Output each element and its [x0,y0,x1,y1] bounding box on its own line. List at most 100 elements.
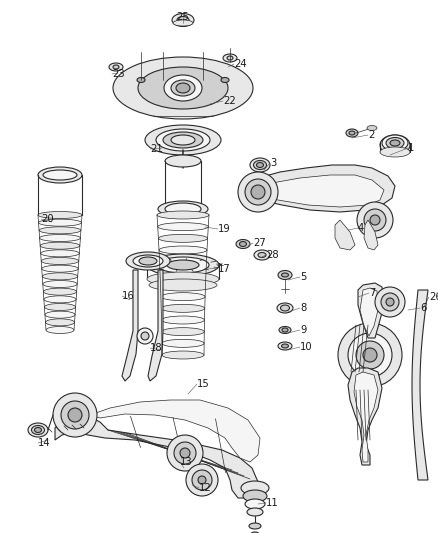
Polygon shape [240,165,395,212]
Ellipse shape [162,340,204,348]
Ellipse shape [156,129,210,151]
Ellipse shape [278,342,292,350]
Ellipse shape [249,523,261,529]
Ellipse shape [349,131,355,135]
Circle shape [364,209,386,231]
Ellipse shape [221,77,229,83]
Text: 13: 13 [180,457,193,467]
Ellipse shape [277,303,293,313]
Text: 17: 17 [218,264,231,274]
Ellipse shape [380,147,410,157]
Circle shape [192,470,212,490]
Ellipse shape [279,327,291,334]
Ellipse shape [243,490,267,502]
Ellipse shape [171,80,195,96]
Circle shape [386,298,394,306]
Ellipse shape [139,257,157,265]
Ellipse shape [165,203,201,215]
Circle shape [381,293,399,311]
Text: 10: 10 [300,342,313,352]
Ellipse shape [176,83,190,93]
Text: 24: 24 [234,59,247,69]
Ellipse shape [164,75,202,101]
Text: 2: 2 [368,130,374,140]
Circle shape [186,464,218,496]
Circle shape [180,448,190,458]
Ellipse shape [247,508,263,516]
Ellipse shape [42,273,78,280]
Ellipse shape [41,250,79,257]
Ellipse shape [158,223,208,231]
Polygon shape [252,175,384,207]
Text: 7: 7 [369,288,375,298]
Ellipse shape [162,351,204,359]
Polygon shape [358,283,384,338]
Ellipse shape [38,212,82,219]
Ellipse shape [39,235,81,241]
Polygon shape [55,414,258,498]
Ellipse shape [386,138,404,149]
Ellipse shape [278,271,292,279]
Circle shape [137,328,153,344]
Ellipse shape [282,328,288,332]
Ellipse shape [367,125,377,131]
Ellipse shape [251,532,259,533]
Polygon shape [360,288,378,336]
Circle shape [53,393,97,437]
Ellipse shape [171,135,195,145]
Ellipse shape [39,219,81,226]
Ellipse shape [46,327,74,334]
Polygon shape [354,372,378,462]
Ellipse shape [162,328,204,336]
Ellipse shape [41,257,79,264]
Text: 28: 28 [266,250,279,260]
Circle shape [198,476,206,484]
Ellipse shape [44,303,76,311]
Ellipse shape [159,246,207,254]
Polygon shape [335,220,355,250]
Ellipse shape [159,235,208,243]
Ellipse shape [173,20,193,26]
Ellipse shape [241,481,269,495]
Text: 12: 12 [199,483,212,493]
Polygon shape [90,400,260,462]
Ellipse shape [133,255,163,267]
Ellipse shape [149,279,217,291]
Ellipse shape [43,288,77,295]
Ellipse shape [280,305,290,311]
Ellipse shape [165,155,201,167]
Polygon shape [412,290,428,480]
Ellipse shape [163,132,203,148]
Text: 16: 16 [122,291,135,301]
Circle shape [141,332,149,340]
Circle shape [61,401,89,429]
Text: 25: 25 [177,12,189,22]
Ellipse shape [250,158,270,172]
Ellipse shape [38,167,82,183]
Text: 21: 21 [150,144,163,154]
Ellipse shape [39,227,81,234]
Ellipse shape [113,65,119,69]
Text: 22: 22 [223,96,236,106]
Ellipse shape [147,254,219,276]
Ellipse shape [254,250,270,260]
Text: 14: 14 [38,438,51,448]
Ellipse shape [157,211,209,219]
Circle shape [251,185,265,199]
Text: 23: 23 [112,69,125,79]
Circle shape [338,323,402,387]
Ellipse shape [254,160,266,169]
Ellipse shape [126,252,170,270]
Polygon shape [148,270,163,381]
Circle shape [174,442,196,464]
Circle shape [356,341,384,369]
Ellipse shape [223,54,237,62]
Circle shape [375,287,405,317]
Text: 5: 5 [300,272,306,282]
Ellipse shape [113,57,253,119]
Ellipse shape [245,499,265,509]
Circle shape [245,179,271,205]
Ellipse shape [147,272,219,286]
Ellipse shape [380,135,410,155]
Polygon shape [122,270,138,381]
